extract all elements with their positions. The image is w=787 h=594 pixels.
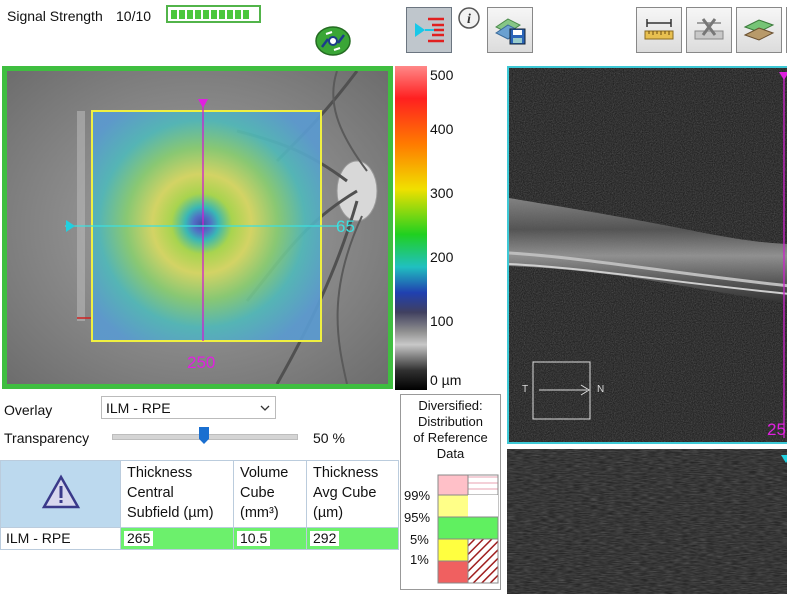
secondary-scan-marker-icon <box>781 455 787 463</box>
secondary-bscan-image <box>507 449 787 594</box>
signal-strength-label: Signal Strength <box>7 8 103 24</box>
colorbar-label-300: 300 <box>430 185 454 201</box>
colorbar-label-100: 100 <box>430 313 454 329</box>
signal-strength-value: 10/10 <box>116 8 152 24</box>
distribution-swatches <box>437 474 499 584</box>
sync-icon <box>315 26 351 56</box>
transparency-label: Transparency <box>4 430 90 446</box>
percentile-99: 99% <box>404 488 431 503</box>
volume-cube-value: 10.5 <box>237 531 271 546</box>
avg-cube-cell: 292 <box>306 527 399 550</box>
colorbar-label-0: 0 µm <box>430 372 462 388</box>
percentile-95: 95% <box>404 510 431 525</box>
percentile-5: 5% <box>410 532 429 547</box>
vertical-scan-label: 250 <box>187 353 216 372</box>
reference-distribution-legend: Diversified: Distribution of Reference D… <box>400 394 501 590</box>
column-header-avg-cube: Thickness Avg Cube (µm) <box>306 460 399 528</box>
overlay-toggle-button[interactable] <box>406 7 452 53</box>
avg-cube-value: 292 <box>310 531 340 546</box>
transparency-slider-thumb[interactable] <box>199 427 209 444</box>
save-image-button[interactable] <box>487 7 533 53</box>
chevron-down-icon <box>260 405 270 411</box>
column-header-central-subfield: Thickness Central Subfield (µm) <box>120 460 234 528</box>
layers-button[interactable] <box>736 7 782 53</box>
orientation-nasal-label: N <box>597 384 605 395</box>
bscan-image <box>509 68 787 442</box>
overlay-label: Overlay <box>4 402 53 418</box>
caliper-button[interactable] <box>636 7 682 53</box>
delete-measure-button[interactable] <box>686 7 732 53</box>
thickness-table: Thickness Central Subfield (µm) Volume Cube… <box>0 460 399 550</box>
central-subfield-cell: 265 <box>120 527 234 550</box>
signal-strength-meter <box>166 5 261 23</box>
fundus-thickness-map[interactable]: 65 250 <box>2 66 393 389</box>
orientation-temporal-label: T <box>522 384 529 395</box>
colorbar-label-400: 400 <box>430 121 454 137</box>
volume-cube-cell: 10.5 <box>233 527 307 550</box>
info-button[interactable]: i <box>458 7 480 34</box>
delete-measure-icon <box>694 18 724 40</box>
central-subfield-value: 265 <box>124 531 154 546</box>
caliper-icon <box>644 19 674 40</box>
svg-text:i: i <box>467 12 471 27</box>
oct-secondary-view[interactable] <box>507 449 787 594</box>
bscan-slice-label: 25 <box>767 420 786 439</box>
transparency-value: 50 % <box>313 430 345 446</box>
orientation-box <box>532 361 591 420</box>
warning-icon <box>41 474 80 509</box>
layers-icon <box>743 19 775 41</box>
info-icon: i <box>458 7 480 29</box>
overlay-select-value: ILM - RPE <box>106 399 171 416</box>
fundus-image <box>7 71 388 384</box>
distribution-title: Diversified: Distribution of Reference D… <box>413 398 488 461</box>
overlay-toggle-icon <box>415 17 444 43</box>
overlay-select[interactable]: ILM - RPE <box>101 396 276 419</box>
bscan-position-marker-icon <box>779 72 787 80</box>
horizontal-scan-label: 65 <box>336 217 355 236</box>
horizontal-scan-marker-icon[interactable] <box>66 220 75 232</box>
column-header-volume-cube: Volume Cube (mm³) <box>233 460 307 528</box>
oct-bscan-view[interactable]: T N 25 <box>507 66 787 444</box>
warning-cell <box>0 460 121 528</box>
percentile-1: 1% <box>410 552 429 567</box>
save-image-icon <box>495 18 526 45</box>
colorbar-label-500: 500 <box>430 67 454 83</box>
vertical-scan-marker-icon[interactable] <box>198 99 208 108</box>
table-row: ILM - RPE 265 10.5 292 <box>0 527 399 550</box>
thickness-colorbar <box>395 66 427 390</box>
colorbar-label-200: 200 <box>430 249 454 265</box>
sync-button[interactable] <box>314 25 352 58</box>
row-label: ILM - RPE <box>0 527 121 550</box>
